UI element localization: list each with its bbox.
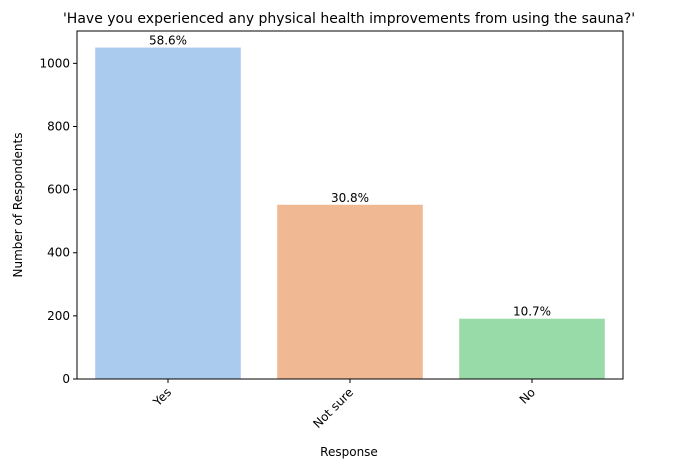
x-axis-label: Response (320, 445, 378, 459)
x-tick-label: Not sure (310, 385, 356, 431)
data-label: 58.6% (149, 34, 187, 48)
x-tick-label: No (517, 385, 538, 406)
data-label: 30.8% (331, 191, 369, 205)
x-tick-label: Yes (150, 385, 174, 409)
bar (95, 47, 241, 379)
y-axis-label: Number of Respondents (11, 133, 25, 278)
y-tick-label: 200 (47, 309, 70, 323)
bar (277, 204, 423, 379)
data-label: 10.7% (513, 305, 551, 319)
y-tick-label: 600 (47, 183, 70, 197)
bar (459, 318, 605, 379)
plot-frame (76, 30, 624, 380)
y-tick-label: 0 (62, 372, 70, 386)
y-tick-label: 400 (47, 246, 70, 260)
y-tick-label: 800 (47, 119, 70, 133)
chart-title: 'Have you experienced any physical healt… (63, 11, 635, 27)
y-tick-label: 1000 (39, 56, 70, 70)
